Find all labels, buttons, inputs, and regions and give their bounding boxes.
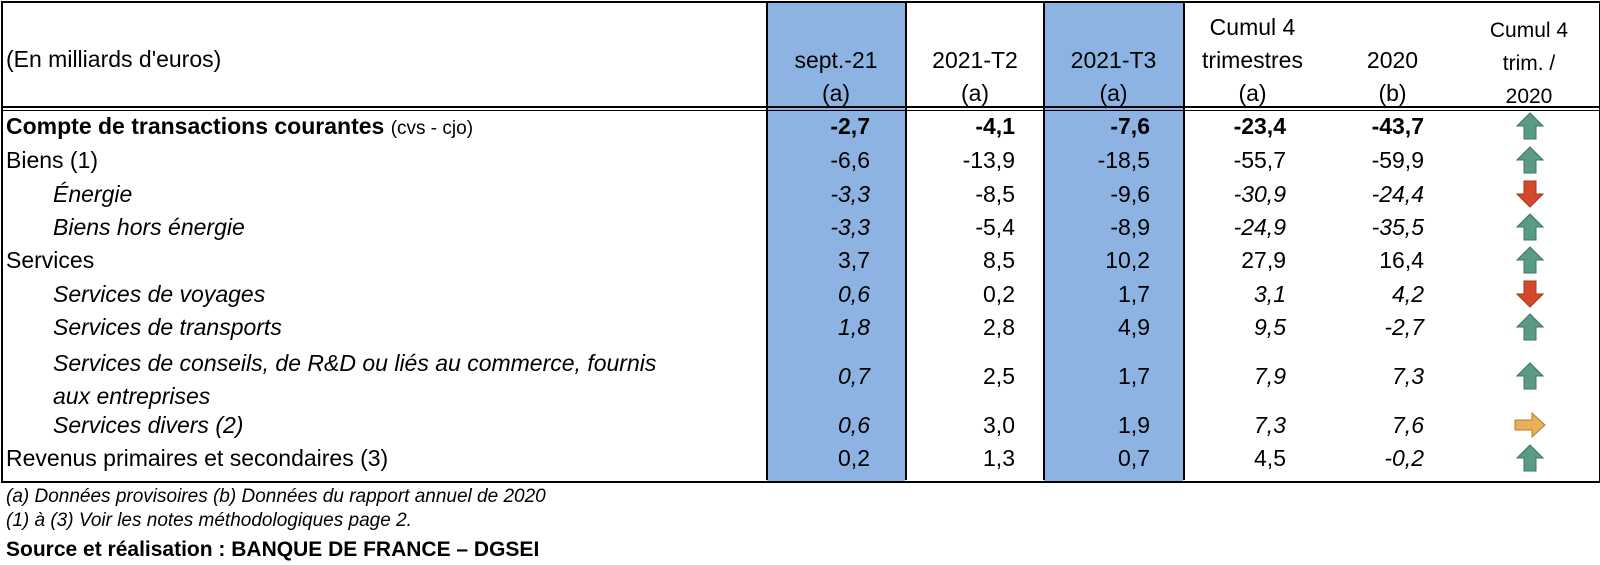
row-label: Revenus primaires et secondaires (3) [6,445,389,471]
cell-value: 7,3 [1254,412,1286,438]
cell-value: 0,7 [838,363,870,389]
row-label: Services de transports [53,314,282,340]
cell-value: 4,9 [1118,314,1150,340]
cell-value: -24,9 [1233,214,1286,240]
cell-value: -3,3 [830,214,870,240]
arrow-up-icon [1516,444,1544,472]
footnote-notes: (1) à (3) Voir les notes méthodologiques… [6,510,412,531]
col-divider [1183,2,1185,480]
row-label: Compte de transactions courantes (cvs - … [6,113,474,139]
cell-value: -3,3 [830,181,870,207]
source-line: Source et réalisation : BANQUE DE FRANCE… [6,538,540,561]
row-label: Services [6,247,95,273]
header-divider [1,106,1599,108]
cell-value: 27,9 [1241,247,1286,273]
cell-value: 3,1 [1254,281,1286,307]
cell-value: 7,3 [1392,363,1424,389]
cell-value: 3,7 [838,247,870,273]
arrow-up-icon [1516,362,1544,390]
cell-value: -59,9 [1371,147,1424,173]
col-divider [766,2,768,480]
cell-value: 4,2 [1392,281,1424,307]
cell-value: -0,2 [1384,445,1424,471]
cell-value: -8,9 [1110,214,1150,240]
arrow-up-icon [1516,146,1544,174]
cell-value: 0,2 [983,281,1015,307]
cell-value: 1,3 [983,445,1015,471]
col-header-cumul4: Cumul 4 trimestres (a) [1202,14,1303,106]
cell-value: -24,4 [1371,181,1424,207]
unit-label: (En milliards d'euros) [6,46,222,72]
col-divider [1043,2,1045,480]
footnote-a-b: (a) Données provisoires (b) Données du r… [6,486,546,507]
cell-value: -2,7 [1384,314,1424,340]
arrow-up-icon [1516,213,1544,241]
col-header-ratio: Cumul 4 trim. / 2020 [1489,19,1569,108]
cell-value: -43,7 [1371,113,1424,139]
cell-value: 7,6 [1392,412,1424,438]
arrow-up-icon [1516,313,1544,341]
cell-value: 3,0 [983,412,1015,438]
cell-value: -23,4 [1233,113,1286,139]
arrow-right-icon [1514,411,1546,439]
cell-value: 0,7 [1118,445,1150,471]
cell-value: 0,2 [838,445,870,471]
row-label: Services divers (2) [53,412,244,438]
cell-value: -55,7 [1233,147,1286,173]
arrow-up-icon [1516,246,1544,274]
cell-value: -18,5 [1097,147,1150,173]
cell-value: 1,9 [1118,412,1150,438]
cell-value: -7,6 [1110,113,1150,139]
cell-value: 9,5 [1254,314,1286,340]
cell-value: 16,4 [1379,247,1424,273]
cell-value: 8,5 [983,247,1015,273]
cell-value: -2,7 [830,113,870,139]
arrow-up-icon [1516,112,1544,140]
cell-value: -30,9 [1233,181,1286,207]
cell-value: -8,5 [975,181,1015,207]
highlight-col-sept21 [767,1,905,481]
cell-value: 1,7 [1118,363,1150,389]
balance-table: (En milliards d'euros) sept.-21 (a) 2021… [1,1,1600,483]
row-label: Services de conseils, de R&D ou liés au … [53,350,657,409]
cell-value: 0,6 [838,412,870,438]
col-header-2020: 2020 (b) [1366,47,1419,106]
col-header-sept21: sept.-21 (a) [794,47,878,106]
cell-value: 2,8 [983,314,1015,340]
cell-value: 4,5 [1254,445,1286,471]
cell-value: -5,4 [975,214,1015,240]
row-label: Biens (1) [6,147,99,173]
header-divider-2 [1,110,1599,111]
col-divider [905,2,907,480]
row-label: Services de voyages [53,281,266,307]
cell-value: 1,7 [1118,281,1150,307]
cell-value: -35,5 [1371,214,1424,240]
highlight-col-t3 [1044,1,1183,481]
row-label: Biens hors énergie [53,214,245,240]
cell-value: 1,8 [838,314,870,340]
cell-value: -9,6 [1110,181,1150,207]
cell-value: 10,2 [1105,247,1150,273]
cell-value: -13,9 [962,147,1015,173]
col-header-t3: 2021-T3 (a) [1070,47,1157,106]
cell-value: 7,9 [1254,363,1286,389]
cell-value: 0,6 [838,281,870,307]
col-header-t2: 2021-T2 (a) [932,47,1018,106]
cell-value: -6,6 [830,147,870,173]
cell-value: -4,1 [975,113,1015,139]
arrow-down-icon [1516,180,1544,208]
arrow-down-icon [1516,280,1544,308]
cell-value: 2,5 [983,363,1015,389]
row-label: Énergie [53,181,133,207]
